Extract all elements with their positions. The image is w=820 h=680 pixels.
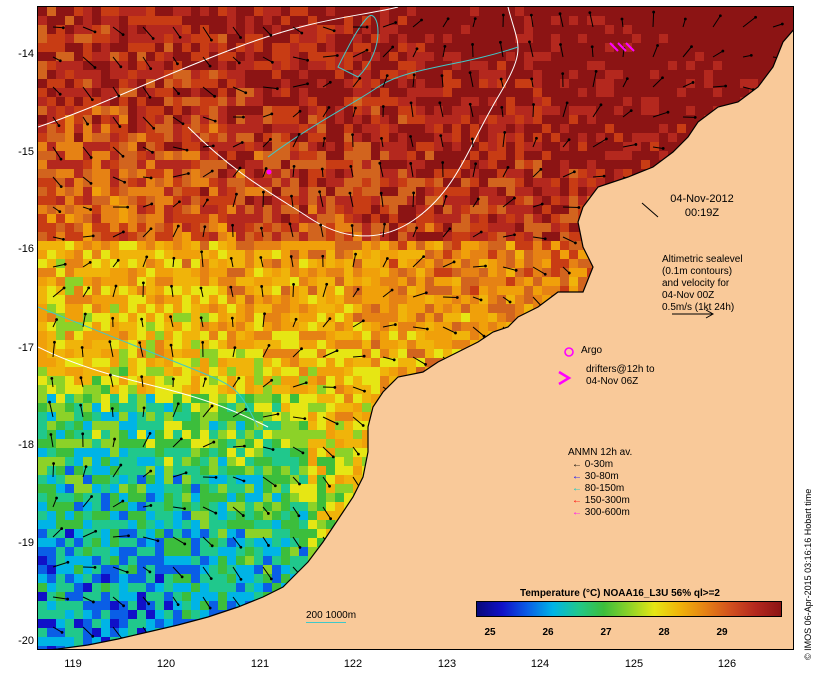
anmn-legend-label: 0-30m: [582, 459, 614, 470]
colorbar-tick-label: 26: [542, 627, 554, 638]
argo-label: Argo: [581, 345, 603, 356]
altimetry-line: 0.5m/s (1kt 24h): [662, 302, 735, 313]
altimetry-line: (0.1m contours): [662, 266, 733, 277]
arrow-left-icon: ←: [572, 507, 582, 518]
colorbar-tick-label: 27: [600, 627, 612, 638]
anmn-legend-item: ← 150-300m: [572, 495, 630, 506]
y-tick-label: -15: [18, 146, 34, 158]
drifters-line: drifters@12h to: [586, 364, 655, 375]
colorbar-tick-label: 25: [484, 627, 496, 638]
anmn-legend-label: 150-300m: [582, 495, 630, 506]
arrow-left-icon: ←: [572, 495, 582, 506]
x-tick-label: 125: [624, 658, 644, 670]
isobath-label: 200 1000m: [306, 610, 357, 621]
credit-text: © IMOS 06-Apr-2015 03:16:16 Hobart time: [803, 488, 813, 660]
drifter-icon: [558, 370, 572, 386]
argo-float-marker: [266, 169, 272, 175]
x-tick-label: 124: [530, 658, 550, 670]
altimetry-line: 04-Nov 00Z: [662, 290, 715, 301]
anmn-title: ANMN 12h av.: [568, 447, 633, 458]
x-tick-label: 122: [343, 658, 363, 670]
x-tick-label: 119: [64, 658, 82, 670]
sst-map: [37, 6, 794, 650]
arrow-left-icon: ←: [572, 483, 582, 494]
colorbar-tick-label: 29: [716, 627, 728, 638]
map-time: 00:19Z: [684, 207, 720, 219]
y-tick-label: -19: [18, 537, 34, 549]
colorbar-tick-label: 28: [658, 627, 670, 638]
anmn-legend-item: ← 80-150m: [572, 483, 624, 494]
anmn-legend-item: ← 0-30m: [572, 459, 613, 470]
sst-map-canvas: [38, 7, 793, 649]
anmn-legend-label: 80-150m: [582, 483, 625, 494]
velocity-scale-arrow-icon: [672, 309, 715, 319]
date-time-stamp: 04-Nov-2012 00:19Z: [662, 192, 742, 220]
drifters-note: drifters@12h to 04-Nov 06Z: [586, 364, 655, 388]
x-tick-label: 126: [717, 658, 737, 670]
anmn-legend-item: ← 300-600m: [572, 507, 630, 518]
x-tick-label: 120: [156, 658, 176, 670]
argo-icon: [564, 347, 574, 357]
anmn-legend-label: 30-80m: [582, 471, 619, 482]
colorbar: [476, 601, 782, 617]
x-tick-label: 123: [437, 658, 457, 670]
y-tick-label: -20: [18, 635, 34, 647]
argo-float-cluster: [609, 42, 635, 52]
colorbar-title: Temperature (°C) NOAA16_L3U 56% ql>=2: [520, 588, 720, 599]
anmn-legend-label: 300-600m: [582, 507, 630, 518]
y-tick-label: -17: [18, 342, 34, 354]
arrow-left-icon: ←: [572, 471, 582, 482]
isobath-line: [306, 622, 346, 623]
anmn-legend-item: ← 30-80m: [572, 471, 619, 482]
map-date: 04-Nov-2012: [670, 193, 734, 205]
y-tick-label: -18: [18, 439, 34, 451]
altimetry-line: Altimetric sealevel: [662, 254, 743, 265]
drifters-line: 04-Nov 06Z: [586, 376, 639, 387]
y-tick-label: -16: [18, 243, 34, 255]
y-tick-label: -14: [18, 48, 34, 60]
arrow-left-icon: ←: [572, 459, 582, 470]
x-tick-label: 121: [250, 658, 270, 670]
altimetry-note: Altimetric sealevel (0.1m contours) and …: [662, 254, 743, 314]
altimetry-line: and velocity for: [662, 278, 730, 289]
